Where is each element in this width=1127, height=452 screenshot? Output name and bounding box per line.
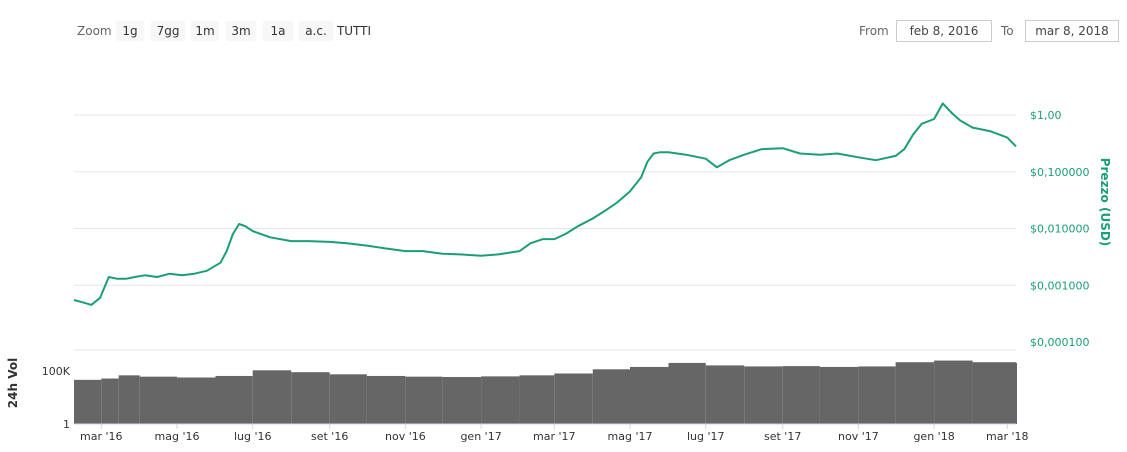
x-tick-label: mag '16 xyxy=(155,430,200,443)
volume-bar xyxy=(782,366,820,424)
price-tick-label: $0,001000 xyxy=(1030,279,1090,292)
x-tick-label: nov '17 xyxy=(838,430,879,443)
volume-bar xyxy=(819,366,859,424)
volume-bar xyxy=(252,370,292,424)
volume-y-axis: 1 100K xyxy=(42,365,71,431)
zoom-ytd-button[interactable]: a.c. xyxy=(299,21,333,41)
from-label: From xyxy=(859,24,889,38)
volume-bar xyxy=(481,376,520,424)
x-tick-label: gen '17 xyxy=(460,430,501,443)
zoom-1m-button[interactable]: 1m xyxy=(191,21,219,41)
price-tick-label: $1,00 xyxy=(1030,109,1062,122)
price-grid xyxy=(74,114,1016,286)
volume-bar xyxy=(291,372,330,424)
volume-bar xyxy=(139,376,178,424)
volume-bar xyxy=(366,375,406,424)
x-tick-label: mar '17 xyxy=(533,430,576,443)
x-tick-label: gen '18 xyxy=(913,430,954,443)
volume-bar xyxy=(329,374,367,424)
price-tick-label: $0,100000 xyxy=(1030,166,1090,179)
volume-bar xyxy=(972,362,1016,424)
x-tick-label: mag '17 xyxy=(608,430,653,443)
volume-bar xyxy=(118,375,140,424)
volume-bar xyxy=(858,366,896,424)
volume-bar xyxy=(668,362,706,424)
zoom-1y-button[interactable]: 1a xyxy=(263,21,293,41)
x-tick-label: nov '16 xyxy=(385,430,426,443)
x-tick-label: lug '17 xyxy=(687,430,725,443)
volume-tick-label: 1 xyxy=(63,418,70,431)
volume-bar xyxy=(215,375,253,424)
x-tick-label: mar '18 xyxy=(986,430,1029,443)
zoom-7d-button[interactable]: 7gg xyxy=(151,21,185,41)
volume-bar xyxy=(405,376,443,424)
zoom-all-button[interactable]: TUTTI xyxy=(336,24,372,38)
volume-bar xyxy=(592,369,631,424)
x-axis: mar '16 mag '16 lug '16 set '16 nov '16 gen '… xyxy=(74,423,1029,443)
volume-bar xyxy=(744,366,783,424)
volume-bar xyxy=(519,375,555,424)
price-tick-label: $0,010000 xyxy=(1030,223,1090,236)
zoom-1d-button[interactable]: 1g xyxy=(116,21,144,41)
volume-bars xyxy=(74,360,1017,424)
to-date-input[interactable]: mar 8, 2018 xyxy=(1025,20,1119,42)
volume-bar xyxy=(554,373,593,424)
from-date-input[interactable]: feb 8, 2016 xyxy=(896,20,992,42)
zoom-label: Zoom xyxy=(77,24,112,38)
volume-bar xyxy=(74,379,102,424)
price-tick-label: $0,000100 xyxy=(1030,336,1090,349)
volume-bar xyxy=(177,377,216,424)
to-label: To xyxy=(1001,24,1014,38)
volume-bar xyxy=(934,360,973,424)
price-y-axis: $0,000100 $0,001000 $0,010000 $0,100000 $1,0… xyxy=(1030,109,1090,349)
price-axis-title: Prezzo (USD) xyxy=(1098,158,1112,247)
price-line xyxy=(73,102,1017,306)
volume-bar xyxy=(101,378,119,424)
volume-bar xyxy=(1016,362,1017,424)
x-tick-label: mar '16 xyxy=(80,430,123,443)
volume-bar xyxy=(630,366,669,424)
volume-bar xyxy=(442,376,482,424)
volume-bar xyxy=(705,365,745,424)
volume-tick-label: 100K xyxy=(42,365,71,378)
x-tick-label: set '17 xyxy=(764,430,801,443)
volume-axis-title: 24h Vol xyxy=(6,358,20,408)
volume-bar xyxy=(895,362,935,424)
chart-toolbar: Zoom 1g 7gg 1m 3m 1a a.c. TUTTI From feb… xyxy=(0,0,1127,60)
zoom-3m-button[interactable]: 3m xyxy=(226,21,256,41)
x-tick-label: lug '16 xyxy=(234,430,272,443)
x-tick-label: set '16 xyxy=(311,430,348,443)
